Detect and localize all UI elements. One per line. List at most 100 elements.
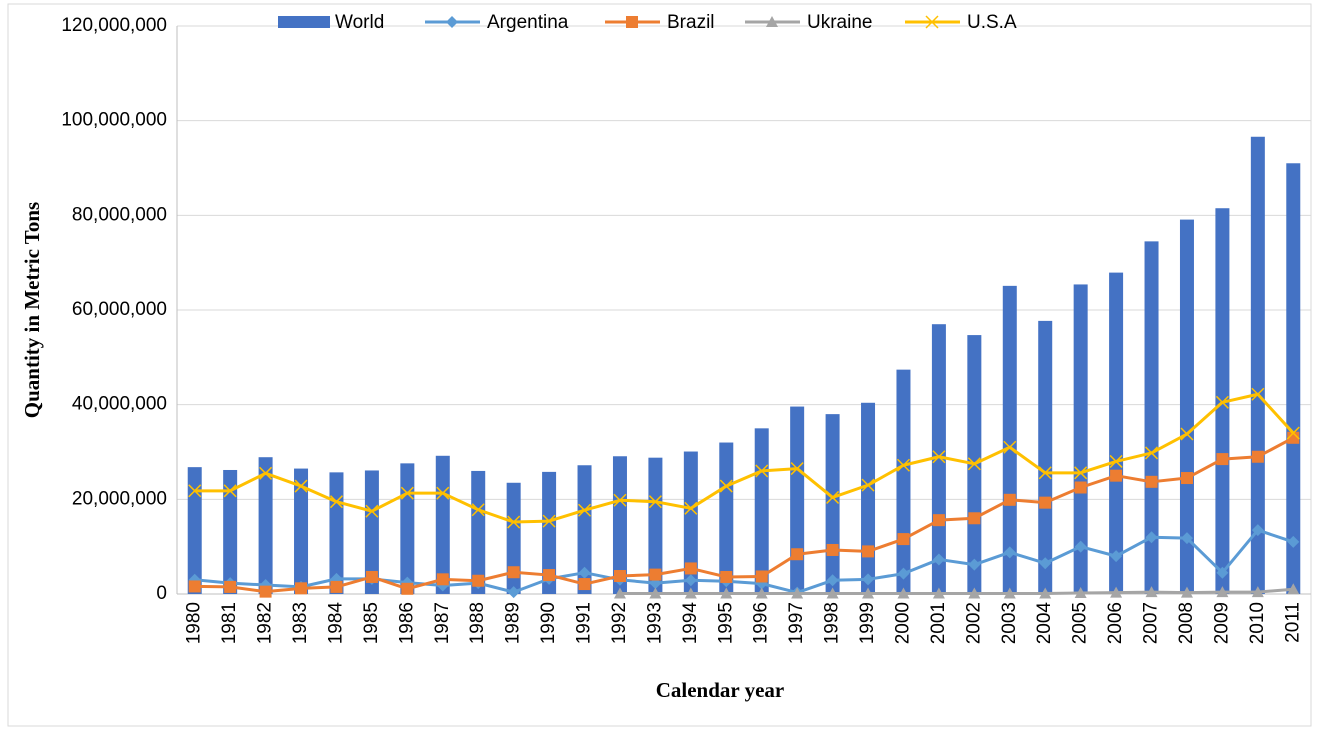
marker (1003, 440, 1017, 454)
marker (719, 479, 733, 493)
marker (1003, 546, 1016, 559)
marker (897, 533, 910, 546)
marker (932, 514, 945, 527)
marker (648, 495, 662, 509)
marker (613, 587, 626, 599)
x-tick-label: 2010 (1247, 602, 1268, 644)
marker (1074, 481, 1087, 494)
line (194, 528, 1294, 595)
x-tick-label: 2008 (1176, 602, 1197, 644)
x-tick-label: 1980 (184, 602, 205, 644)
marker (1003, 587, 1016, 599)
marker (791, 548, 804, 561)
marker (472, 574, 485, 587)
bar (506, 482, 521, 594)
bar (612, 456, 627, 594)
marker (507, 515, 521, 529)
marker (436, 573, 449, 586)
x-tick-label: 1996 (751, 602, 772, 644)
marker (684, 562, 697, 575)
marker (1251, 524, 1264, 537)
marker (613, 570, 626, 583)
bar (435, 455, 450, 594)
marker (188, 580, 201, 593)
bar (400, 463, 415, 594)
x-tick-label: 1986 (396, 602, 417, 644)
legend-swatch (278, 16, 330, 28)
marker (543, 569, 556, 582)
marker (329, 495, 343, 509)
marker (259, 585, 272, 598)
bar (825, 414, 840, 594)
x-tick-label: 1990 (538, 602, 559, 644)
x-tick-label: 2001 (928, 602, 949, 644)
x-tick-label: 1993 (644, 602, 665, 644)
bar (1144, 241, 1159, 594)
marker (1287, 535, 1300, 548)
marker (932, 587, 945, 599)
marker (1180, 427, 1194, 441)
marker (613, 493, 627, 507)
marker (968, 558, 981, 571)
bar (258, 457, 273, 594)
marker (720, 570, 733, 583)
marker (542, 514, 556, 528)
x-tick-label: 1981 (219, 602, 240, 644)
x-tick-label: 2003 (999, 602, 1020, 644)
y-tick-label: 120,000,000 (61, 15, 167, 36)
marker (826, 490, 840, 504)
x-tick-label: 1985 (361, 602, 382, 644)
bar (542, 471, 557, 594)
marker (471, 503, 485, 517)
x-tick-label: 2007 (1141, 602, 1162, 644)
marker (1216, 453, 1229, 466)
y-tick-label: 100,000,000 (61, 110, 167, 131)
marker (578, 503, 592, 517)
x-tick-label: 2002 (963, 602, 984, 644)
marker (259, 466, 273, 480)
marker (1110, 550, 1123, 563)
marker (755, 464, 769, 478)
marker (330, 580, 343, 593)
marker (1038, 466, 1052, 480)
bar (187, 467, 202, 594)
legend-label: World (335, 12, 384, 33)
bar (1179, 219, 1194, 595)
marker (1145, 586, 1158, 598)
marker (1074, 587, 1087, 599)
marker (507, 566, 520, 579)
marker (896, 458, 910, 472)
marker (1287, 583, 1300, 595)
marker (223, 484, 237, 498)
y-tick-label: 40,000,000 (72, 394, 167, 415)
marker (1109, 454, 1123, 468)
marker (862, 573, 875, 586)
marker (897, 567, 910, 580)
x-tick-label: 1998 (822, 602, 843, 644)
marker (755, 587, 768, 599)
legend-label: Ukraine (807, 12, 872, 33)
bar (471, 470, 486, 594)
x-tick-label: 1983 (290, 602, 311, 644)
chart-frame (7, 3, 1312, 727)
marker (436, 486, 450, 500)
marker (1110, 469, 1123, 482)
x-tick-label: 2000 (892, 602, 913, 644)
marker (507, 586, 520, 599)
bar (223, 469, 238, 594)
bar (1109, 272, 1124, 594)
marker (1039, 587, 1052, 599)
marker (649, 587, 662, 599)
marker (1145, 475, 1158, 488)
marker (968, 512, 981, 525)
x-tick-label: 1995 (715, 602, 736, 644)
marker (1215, 395, 1229, 409)
marker (365, 570, 378, 583)
x-tick-label: 2011 (1282, 602, 1303, 643)
bar (861, 402, 876, 594)
marker (755, 570, 768, 583)
line (194, 392, 1295, 524)
y-tick-label: 60,000,000 (72, 299, 167, 320)
bar (1250, 136, 1265, 594)
